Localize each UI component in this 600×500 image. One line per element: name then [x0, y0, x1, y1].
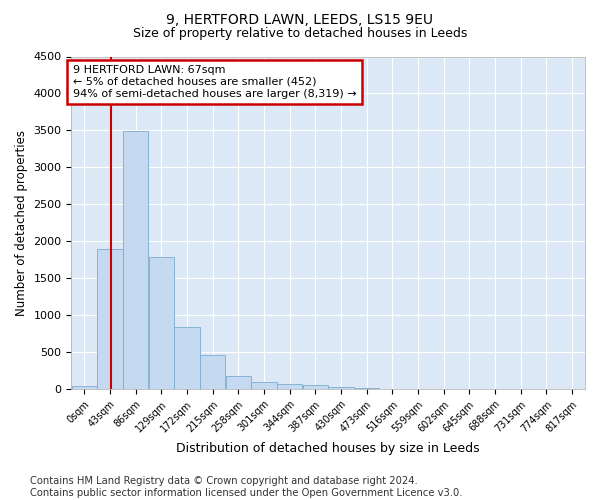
X-axis label: Distribution of detached houses by size in Leeds: Distribution of detached houses by size … — [176, 442, 480, 455]
Bar — [123, 131, 148, 389]
Bar — [175, 327, 200, 389]
Text: 9 HERTFORD LAWN: 67sqm
← 5% of detached houses are smaller (452)
94% of semi-det: 9 HERTFORD LAWN: 67sqm ← 5% of detached … — [73, 66, 356, 98]
Text: Size of property relative to detached houses in Leeds: Size of property relative to detached ho… — [133, 28, 467, 40]
Y-axis label: Number of detached properties: Number of detached properties — [15, 130, 28, 316]
Bar — [303, 386, 328, 389]
Bar — [354, 388, 379, 389]
Bar — [226, 376, 251, 389]
Bar — [328, 387, 353, 389]
Text: Contains HM Land Registry data © Crown copyright and database right 2024.
Contai: Contains HM Land Registry data © Crown c… — [30, 476, 463, 498]
Bar — [200, 356, 225, 389]
Bar — [97, 248, 122, 389]
Bar — [277, 384, 302, 389]
Bar — [71, 386, 97, 389]
Text: 9, HERTFORD LAWN, LEEDS, LS15 9EU: 9, HERTFORD LAWN, LEEDS, LS15 9EU — [167, 12, 433, 26]
Bar — [149, 258, 174, 389]
Bar — [251, 382, 277, 389]
